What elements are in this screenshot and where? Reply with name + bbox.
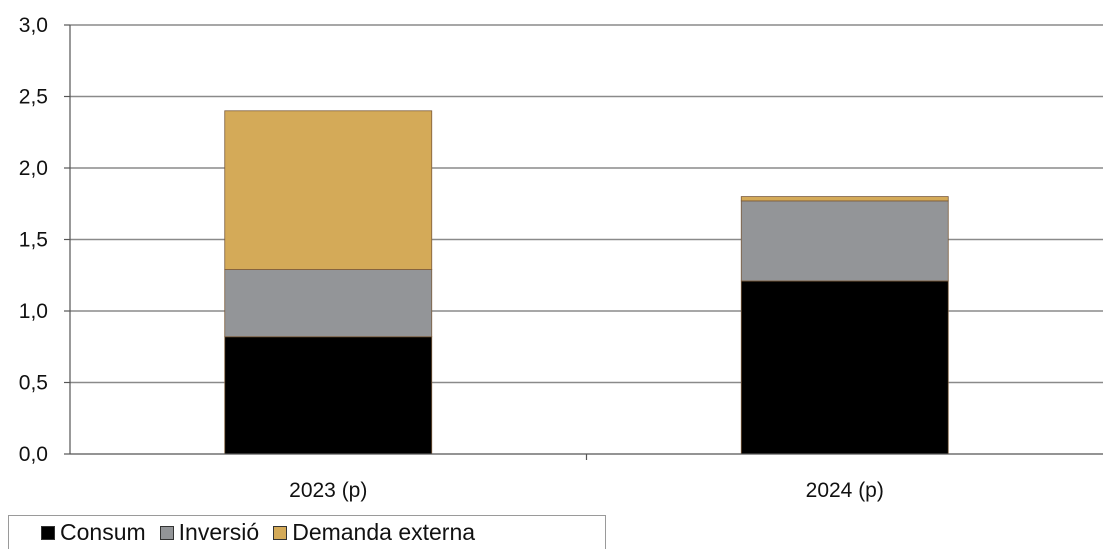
x-axis-tick-labels: 2023 (p) 2024 (p) [289, 479, 884, 502]
legend-label-inversio: Inversió [179, 519, 260, 546]
legend-swatch-consum [41, 526, 55, 540]
bar-segment-inversi- [741, 201, 948, 281]
y-tick-label: 0,0 [19, 443, 48, 466]
legend: Consum Inversió Demanda externa [8, 515, 606, 549]
y-tick-label: 2,5 [19, 86, 48, 109]
y-tick-label: 2,0 [19, 157, 48, 180]
y-axis-tick-labels: 0,0 0,5 1,0 1,5 2,0 2,5 3,0 [19, 14, 48, 466]
bar-segment-inversi- [225, 270, 432, 337]
bar-segment-consum [225, 337, 432, 454]
y-tick-label: 1,5 [19, 229, 48, 252]
bar-segment-demanda-externa [225, 111, 432, 270]
legend-item-demanda-externa: Demanda externa [273, 519, 475, 546]
x-tick-label: 2024 (p) [806, 479, 884, 502]
x-tick-label: 2023 (p) [289, 479, 367, 502]
legend-item-inversio: Inversió [160, 519, 260, 546]
legend-label-demanda-externa: Demanda externa [292, 519, 475, 546]
bar-segment-demanda-externa [741, 197, 948, 201]
stacked-bar-chart: 0,0 0,5 1,0 1,5 2,0 2,5 3,0 2023 (p) 2024 (p) [0, 0, 1103, 515]
bars [225, 111, 949, 454]
bar-segment-consum [741, 281, 948, 454]
legend-label-consum: Consum [60, 519, 146, 546]
y-tick-label: 3,0 [19, 14, 48, 37]
y-tick-label: 1,0 [19, 300, 48, 323]
y-tick-label: 0,5 [19, 372, 48, 395]
legend-swatch-demanda-externa [273, 526, 287, 540]
legend-item-consum: Consum [41, 519, 146, 546]
legend-swatch-inversio [160, 526, 174, 540]
